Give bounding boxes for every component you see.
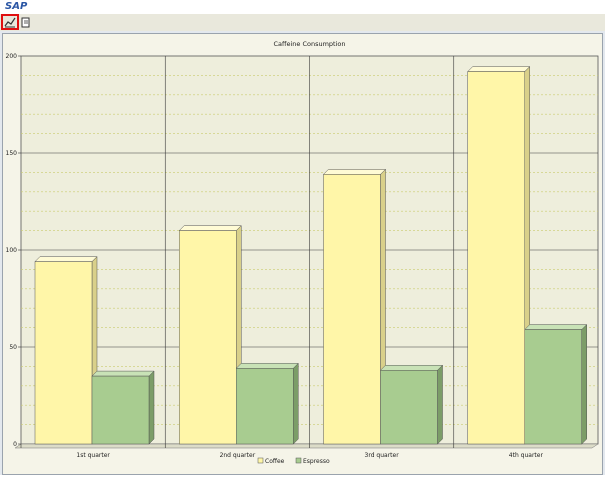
chart-panel: Caffeine Consumption 0 50 100 150 200 1st quar… xyxy=(2,33,603,475)
espresso-bar-side xyxy=(293,362,299,445)
y-tick-label: 0 xyxy=(13,441,17,448)
toolbar xyxy=(0,14,605,32)
bar-chart: Caffeine Consumption 0 50 100 150 200 1st quar… xyxy=(6,40,599,465)
plot-floor xyxy=(14,443,599,449)
x-tick-label: 4th quarter xyxy=(509,452,544,459)
legend-label-espresso: Espresso xyxy=(303,458,330,465)
y-tick-label: 100 xyxy=(6,247,18,254)
coffee-bar[interactable] xyxy=(467,71,525,445)
x-tick-label: 3rd quarter xyxy=(365,452,400,459)
espresso-bar-side xyxy=(148,370,155,445)
espresso-bar-top xyxy=(379,365,444,371)
espresso-bar-top xyxy=(235,363,299,369)
chart-edit-icon-graphic xyxy=(4,17,16,28)
print-icon-graphic xyxy=(21,17,30,27)
coffee-bar[interactable] xyxy=(34,261,93,445)
espresso-bar-top xyxy=(91,370,155,377)
x-tick-label: 1st quarter xyxy=(76,452,110,459)
espresso-bar-side xyxy=(581,323,587,445)
y-tick-label: 200 xyxy=(6,53,18,60)
chart-edit-icon[interactable] xyxy=(1,14,19,30)
app-title: SAP xyxy=(5,1,28,12)
espresso-bar-top xyxy=(524,324,588,330)
chart-frame: Caffeine Consumption 0 50 100 150 200 1st quar… xyxy=(0,31,605,475)
chart-title: Caffeine Consumption xyxy=(273,40,345,48)
espresso-bar[interactable] xyxy=(380,370,438,445)
coffee-bar[interactable] xyxy=(179,230,237,445)
coffee-bar[interactable] xyxy=(323,174,381,445)
legend-swatch-espresso xyxy=(295,457,302,464)
espresso-bar[interactable] xyxy=(91,375,150,445)
legend-label-coffee: Coffee xyxy=(265,458,285,465)
coffee-bar-top xyxy=(34,256,98,262)
title-bar: SAP xyxy=(0,0,605,14)
espresso-bar[interactable] xyxy=(236,368,294,445)
coffee-bar-top xyxy=(467,66,531,72)
y-tick-label: 50 xyxy=(9,344,17,351)
espresso-bar[interactable] xyxy=(524,329,582,445)
coffee-bar-top xyxy=(178,225,242,231)
y-tick-label: 150 xyxy=(6,150,18,157)
coffee-bar-top xyxy=(322,169,387,175)
print-icon[interactable] xyxy=(18,15,34,29)
espresso-bar-side xyxy=(437,364,443,445)
legend-swatch-coffee xyxy=(257,457,264,464)
x-tick-label: 2nd quarter xyxy=(220,452,256,459)
